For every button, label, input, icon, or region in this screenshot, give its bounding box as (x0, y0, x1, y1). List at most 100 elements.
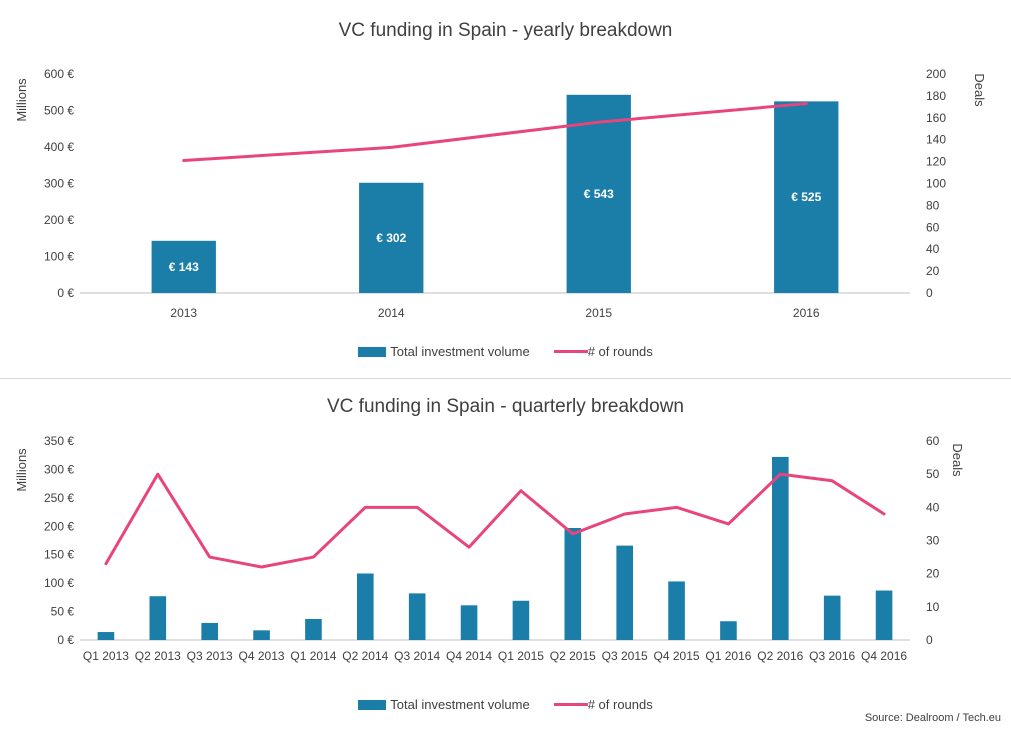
y-tick-label: 0 € (57, 286, 74, 300)
x-tick-label: Q1 2014 (290, 649, 336, 663)
y-tick-label: 200 € (44, 519, 74, 533)
yearly-legend: Total investment volume # of rounds (0, 344, 1011, 359)
x-tick-label: Q3 2014 (394, 649, 440, 663)
y-tick-label: 400 € (44, 140, 74, 154)
y2-tick-label: 20 (926, 264, 940, 278)
bar (359, 182, 424, 293)
rounds-line (104, 472, 886, 569)
x-tick-label: 2013 (170, 306, 197, 320)
y2-axis-title: Deals (972, 73, 987, 107)
x-tick-label: 2016 (793, 306, 820, 320)
y-tick-label: 100 € (44, 576, 74, 590)
yearly-chart-panel: VC funding in Spain - yearly breakdown 0… (0, 20, 1011, 359)
y-tick-label: 600 € (44, 67, 74, 81)
source-note: Source: Dealroom / Tech.eu (864, 712, 1001, 724)
y-tick-label: 0 € (57, 633, 74, 647)
bar (823, 595, 841, 640)
y2-tick-label: 10 (926, 600, 940, 614)
y2-tick-label: 0 (926, 633, 933, 647)
y2-tick-label: 20 (926, 567, 940, 581)
bar-data-label: € 543 (584, 187, 614, 201)
legend-line-swatch (553, 350, 588, 353)
bar (408, 593, 426, 640)
x-tick-label: Q4 2013 (239, 649, 285, 663)
x-tick-label: Q2 2015 (550, 649, 596, 663)
y-tick-label: 150 € (44, 548, 74, 562)
bar (149, 596, 167, 640)
legend-item-investment: Total investment volume (358, 344, 530, 359)
legend-bar-swatch (358, 346, 387, 357)
panel-divider (0, 378, 1011, 379)
quarterly-chart-panel: VC funding in Spain - quarterly breakdow… (0, 380, 1011, 738)
y2-tick-label: 40 (926, 242, 940, 256)
y2-tick-label: 160 (926, 111, 946, 125)
legend-label-rounds: # of rounds (587, 697, 653, 712)
bar (253, 630, 270, 640)
bar (774, 101, 839, 293)
legend-item-rounds: # of rounds (553, 697, 653, 712)
x-tick-label: Q1 2013 (83, 649, 129, 663)
y2-tick-label: 60 (926, 434, 940, 448)
bar (151, 240, 216, 293)
x-tick-label: Q3 2013 (187, 649, 233, 663)
bar (616, 545, 633, 640)
x-tick-label: 2014 (378, 306, 405, 320)
legend-item-rounds: # of rounds (553, 344, 653, 359)
bar (566, 94, 631, 294)
bar (97, 632, 115, 640)
y2-tick-label: 50 (926, 467, 940, 481)
legend-item-investment: Total investment volume (358, 697, 530, 712)
y-tick-label: 300 € (44, 177, 74, 191)
y-tick-label: 300 € (44, 462, 74, 476)
y2-axis-title: Deals (950, 443, 965, 477)
bar (720, 621, 737, 640)
x-tick-label: Q1 2016 (705, 649, 751, 663)
x-tick-label: Q4 2016 (861, 649, 907, 663)
bar (512, 600, 530, 640)
legend-line-swatch (553, 703, 588, 706)
y-axis-title: Millions (14, 78, 29, 122)
y2-tick-label: 120 (926, 155, 946, 169)
legend-bar-swatch (358, 699, 387, 710)
x-tick-label: Q3 2015 (602, 649, 648, 663)
y-tick-label: 100 € (44, 250, 74, 264)
quarterly-chart-title: VC funding in Spain - quarterly breakdow… (327, 396, 684, 417)
bar-data-label: € 143 (169, 260, 199, 274)
bar (305, 618, 322, 640)
rounds-line (182, 102, 808, 163)
x-tick-label: 2015 (585, 306, 612, 320)
y2-tick-label: 100 (926, 177, 946, 191)
legend-label-investment: Total investment volume (390, 344, 530, 359)
quarterly-chart-svg: 0 € 50 € 100 € 150 € 200 € 250 € 300 € 350 € 0 10… (14, 434, 965, 663)
bar (201, 622, 218, 640)
y-tick-label: 200 € (44, 213, 74, 227)
bar (772, 456, 789, 640)
bar-data-label: € 525 (791, 190, 821, 204)
bar (668, 581, 685, 640)
y2-tick-label: 40 (926, 500, 940, 514)
y-tick-label: 350 € (44, 434, 74, 448)
y2-tick-label: 200 (926, 67, 946, 81)
x-tick-label: Q2 2016 (757, 649, 803, 663)
legend-label-investment: Total investment volume (390, 697, 530, 712)
y2-tick-label: 140 (926, 133, 946, 147)
x-tick-label: Q2 2014 (342, 649, 388, 663)
y-tick-label: 250 € (44, 491, 74, 505)
bar (460, 605, 478, 640)
x-tick-label: Q4 2014 (446, 649, 492, 663)
y2-tick-label: 80 (926, 198, 940, 212)
y-tick-label: 50 € (51, 605, 75, 619)
bar-data-label: € 302 (376, 231, 406, 245)
x-tick-label: Q3 2016 (809, 649, 855, 663)
y2-tick-label: 60 (926, 220, 940, 234)
y-axis-title: Millions (14, 448, 29, 492)
y-tick-label: 500 € (44, 104, 74, 118)
x-tick-label: Q2 2013 (135, 649, 181, 663)
y2-tick-label: 30 (926, 534, 940, 548)
x-tick-label: Q4 2015 (654, 649, 700, 663)
yearly-chart-svg: 0 € 100 € 200 € 300 € 400 € 500 € 600 € 0 20 40 60… (14, 67, 987, 320)
bar (875, 590, 893, 640)
y2-tick-label: 0 (926, 286, 933, 300)
quarterly-legend: Total investment volume # of rounds (0, 697, 1011, 712)
bar (564, 527, 582, 640)
